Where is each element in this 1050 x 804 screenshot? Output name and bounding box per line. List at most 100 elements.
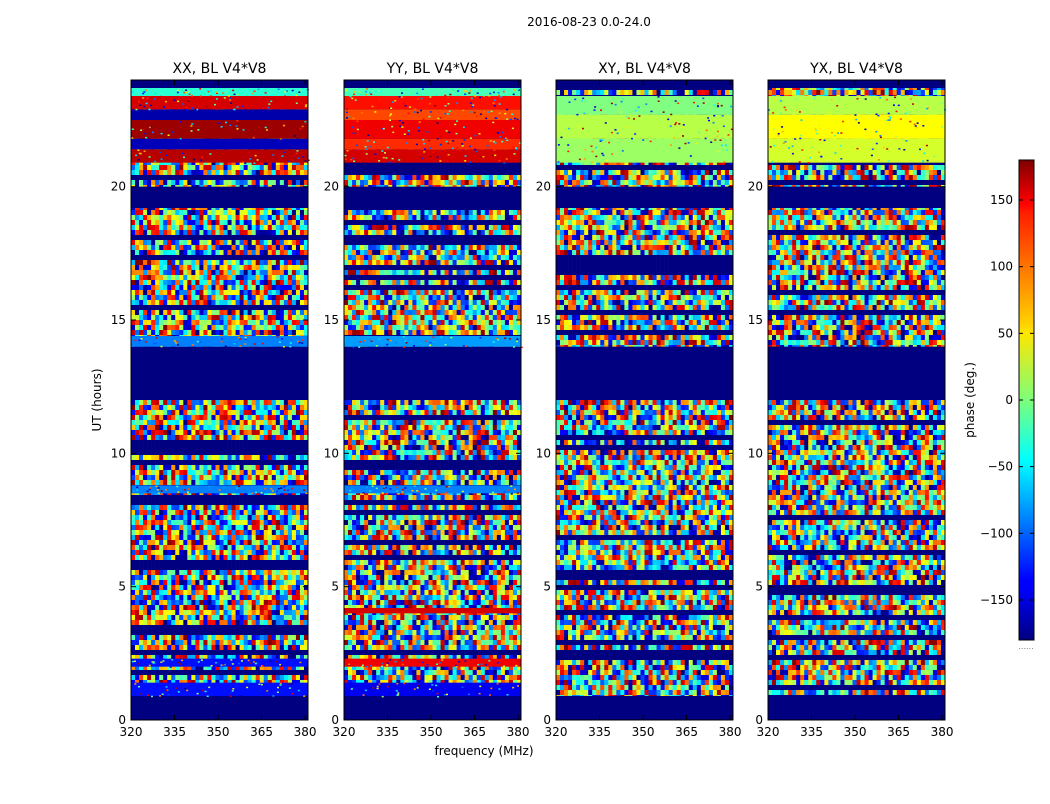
band-speckle	[916, 156, 918, 158]
band-speckle	[382, 492, 384, 494]
band-speckle	[638, 115, 640, 117]
band-speckle	[355, 99, 357, 101]
band-speckle	[447, 113, 449, 115]
band-speckle	[820, 156, 822, 158]
band-speckle	[785, 141, 787, 143]
band-speckle	[216, 92, 218, 94]
band-speckle	[595, 156, 597, 158]
band-speckle	[633, 118, 635, 120]
band-speckle	[251, 102, 253, 104]
band-speckle	[488, 95, 490, 97]
band-speckle	[369, 490, 371, 492]
band-speckle	[200, 341, 202, 343]
band-speckle	[291, 683, 293, 685]
y-tick-label: 20	[536, 180, 551, 194]
band-speckle	[794, 138, 796, 140]
band-speckle	[149, 109, 151, 111]
band-speckle	[479, 97, 481, 99]
band-speckle	[173, 135, 175, 137]
band-speckle	[178, 691, 180, 693]
band-speckle	[916, 127, 918, 128]
band-speckle	[506, 118, 508, 120]
x-tick-label: 320	[757, 725, 780, 739]
band-speckle	[153, 343, 155, 345]
band-speckle	[389, 659, 391, 661]
band-speckle	[437, 118, 439, 120]
band-speckle	[305, 106, 307, 108]
band-speckle	[788, 147, 790, 149]
band-speckle	[300, 90, 302, 92]
band-speckle	[836, 105, 838, 107]
band-speckle	[801, 149, 803, 151]
band-speckle	[236, 488, 238, 490]
band-speckle	[490, 688, 492, 690]
band-speckle	[294, 135, 296, 137]
band-speckle	[618, 108, 620, 110]
band-speckle	[472, 665, 474, 667]
band-speckle	[345, 151, 347, 153]
band-speckle	[470, 111, 472, 113]
band-speckle	[493, 102, 495, 104]
band-speckle	[284, 96, 286, 98]
band-speckle	[717, 105, 719, 107]
band-speckle	[583, 113, 585, 115]
band-speckle	[470, 102, 472, 104]
band-speckle	[465, 345, 467, 347]
band-speckle	[236, 120, 238, 122]
band-speckle	[254, 343, 256, 345]
band-speckle	[602, 155, 604, 157]
band-speckle	[296, 103, 298, 105]
band-speckle	[606, 160, 608, 162]
heatmap-band	[344, 485, 521, 493]
band-speckle	[591, 146, 593, 148]
band-speckle	[349, 490, 351, 492]
band-speckle	[440, 136, 442, 138]
band-speckle	[474, 95, 476, 97]
band-speckle	[431, 684, 433, 686]
band-speckle	[676, 116, 678, 118]
band-speckle	[829, 111, 831, 113]
band-speckle	[498, 688, 500, 690]
band-speckle	[369, 146, 371, 148]
band-speckle	[161, 346, 163, 348]
band-speckle	[430, 342, 432, 344]
band-speckle	[469, 146, 471, 148]
band-speckle	[284, 489, 286, 491]
band-speckle	[879, 97, 881, 99]
band-speckle	[288, 161, 290, 163]
band-speckle	[208, 486, 210, 488]
band-speckle	[158, 487, 160, 489]
band-speckle	[281, 155, 283, 157]
band-speckle	[225, 122, 227, 124]
band-speckle	[299, 128, 301, 130]
band-speckle	[792, 153, 794, 155]
band-speckle	[191, 95, 193, 97]
band-speckle	[140, 693, 142, 695]
band-speckle	[250, 662, 252, 664]
band-speckle	[186, 158, 188, 160]
band-speckle	[351, 688, 353, 690]
band-speckle	[422, 89, 424, 91]
band-speckle	[391, 665, 393, 667]
band-speckle	[437, 122, 439, 124]
y-tick-label: 15	[111, 313, 126, 327]
band-speckle	[198, 493, 200, 495]
band-speckle	[494, 100, 496, 102]
heatmap-band	[131, 139, 308, 150]
band-speckle	[429, 103, 431, 105]
band-speckle	[417, 112, 419, 114]
band-speckle	[516, 339, 518, 341]
band-speckle	[221, 341, 223, 343]
band-speckle	[504, 113, 506, 115]
band-speckle	[380, 91, 382, 93]
heatmap-band	[344, 347, 521, 400]
band-speckle	[266, 690, 268, 692]
band-speckle	[138, 101, 140, 103]
band-speckle	[500, 96, 502, 98]
band-speckle	[412, 108, 414, 110]
band-speckle	[366, 153, 368, 155]
band-speckle	[174, 100, 176, 102]
band-speckle	[569, 102, 571, 104]
band-speckle	[842, 121, 844, 123]
band-speckle	[358, 91, 360, 93]
